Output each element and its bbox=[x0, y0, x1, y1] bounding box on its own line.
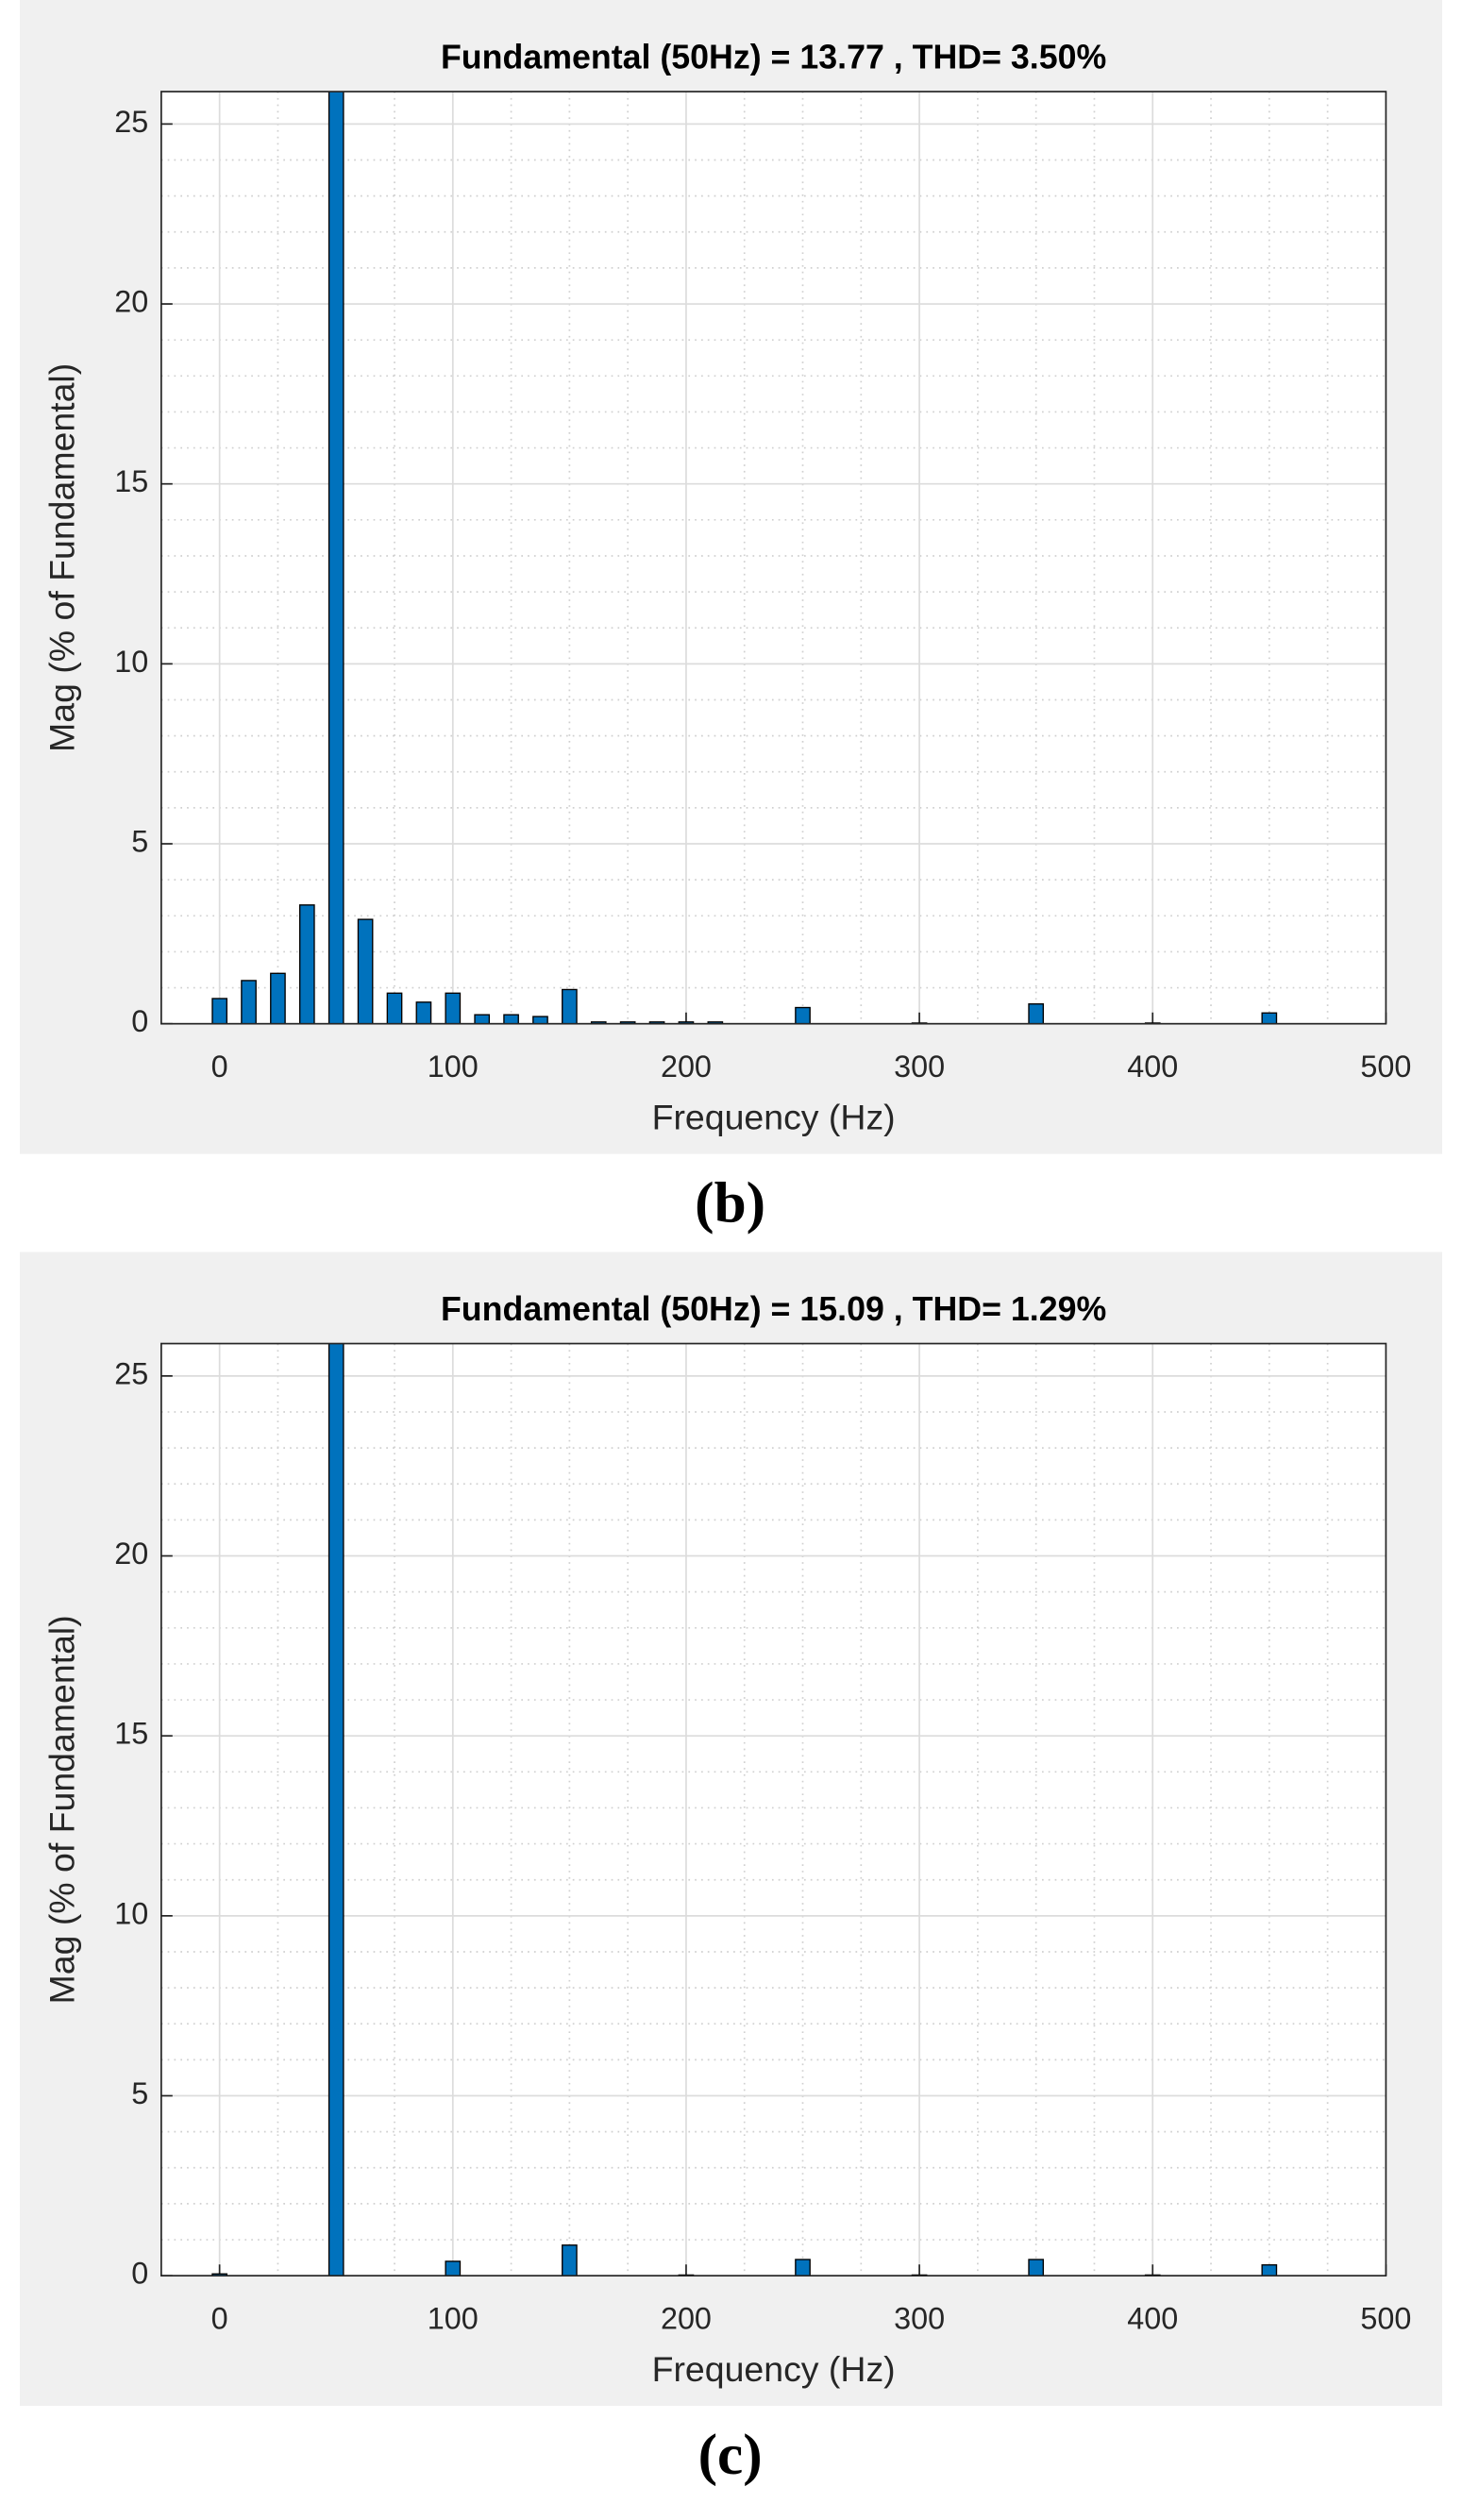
bar bbox=[357, 918, 374, 1024]
bar bbox=[1028, 1003, 1045, 1024]
bar bbox=[1261, 2264, 1278, 2276]
y-tick-label: 20 bbox=[114, 285, 148, 319]
bar bbox=[707, 1021, 724, 1024]
bar bbox=[503, 1014, 519, 1024]
bar bbox=[678, 1021, 695, 1024]
bar bbox=[532, 1016, 548, 1024]
y-tick-label: 5 bbox=[131, 825, 148, 859]
chart: 0 100 200 300 400 500 0 5 10 15 20 25 Fundamental (5… bbox=[20, 1252, 1442, 2487]
bar bbox=[241, 980, 257, 1024]
y-tick-label: 0 bbox=[131, 2257, 148, 2291]
bar bbox=[1261, 1012, 1278, 1024]
y-tick-label: 20 bbox=[114, 1537, 148, 1571]
y-axis-label: Mag (% of Fundamental) bbox=[42, 363, 82, 752]
bar bbox=[795, 1006, 811, 1024]
bar bbox=[328, 92, 344, 1024]
bar bbox=[590, 1021, 607, 1024]
y-tick-label: 10 bbox=[114, 1896, 148, 1930]
chart-title: Fundamental (50Hz) = 15.09 , THD= 1.29% bbox=[441, 1290, 1106, 1328]
x-tick-label: 500 bbox=[1360, 1050, 1411, 1084]
x-axis-label: Frequency (Hz) bbox=[652, 2349, 896, 2389]
y-tick-label: 25 bbox=[114, 1356, 148, 1390]
bar bbox=[562, 988, 578, 1024]
bar bbox=[1028, 2259, 1045, 2276]
y-tick-label: 15 bbox=[114, 464, 148, 498]
x-tick-label: 200 bbox=[661, 1050, 712, 1084]
bar bbox=[445, 2260, 462, 2276]
bar bbox=[445, 992, 462, 1024]
x-tick-label: 0 bbox=[211, 2301, 228, 2335]
caption: (b) bbox=[695, 1171, 765, 1235]
bar bbox=[562, 2244, 578, 2276]
bar bbox=[328, 1343, 344, 2276]
bar bbox=[474, 1014, 491, 1024]
bars bbox=[211, 92, 1278, 1024]
plot-area bbox=[160, 1343, 1386, 2276]
x-tick-label: 400 bbox=[1127, 2301, 1178, 2335]
x-tick-label: 100 bbox=[428, 2301, 479, 2335]
x-tick-label: 300 bbox=[894, 1050, 945, 1084]
bar bbox=[648, 1021, 665, 1024]
y-tick-label: 15 bbox=[114, 1717, 148, 1751]
y-axis-label: Mag (% of Fundamental) bbox=[42, 1615, 82, 2004]
x-tick-label: 100 bbox=[428, 1050, 479, 1084]
x-tick-label: 400 bbox=[1127, 1050, 1178, 1084]
bar bbox=[619, 1021, 636, 1024]
y-tick-label: 10 bbox=[114, 645, 148, 679]
x-tick-label: 300 bbox=[894, 2301, 945, 2335]
chart: 0 100 200 300 400 500 0 5 10 15 20 25 Fundamental (5… bbox=[20, 0, 1442, 1235]
plot-frame bbox=[160, 91, 1387, 1025]
chart-title: Fundamental (50Hz) = 13.77 , THD= 3.50% bbox=[441, 38, 1106, 76]
bar bbox=[270, 972, 286, 1024]
bar bbox=[415, 1001, 432, 1024]
y-tick-label: 5 bbox=[131, 2076, 148, 2110]
x-tick-label: 500 bbox=[1360, 2301, 1411, 2335]
bar bbox=[298, 904, 315, 1024]
caption: (c) bbox=[698, 2423, 763, 2487]
x-axis-label: Frequency (Hz) bbox=[652, 1098, 896, 1137]
x-tick-label: 0 bbox=[211, 1050, 228, 1084]
bar bbox=[211, 998, 227, 1024]
y-tick-label: 0 bbox=[131, 1004, 148, 1038]
bar bbox=[386, 992, 403, 1024]
bar bbox=[795, 2259, 811, 2276]
plot-area bbox=[160, 92, 1386, 1024]
y-tick-label: 25 bbox=[114, 105, 148, 139]
plot-frame bbox=[160, 1342, 1387, 2277]
x-tick-label: 200 bbox=[661, 2301, 712, 2335]
